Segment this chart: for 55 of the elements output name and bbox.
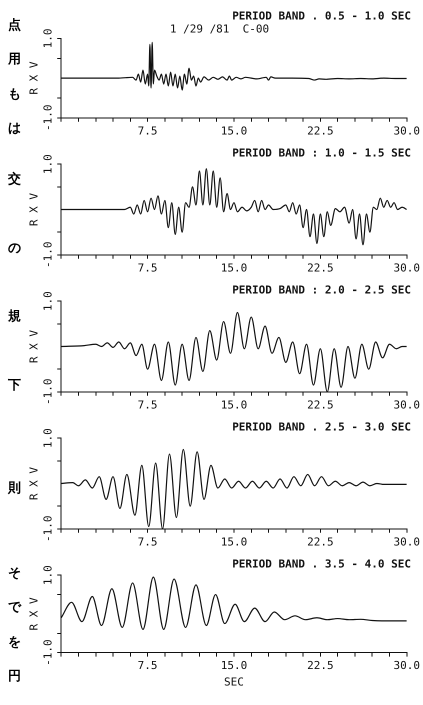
text: 下 [8,376,22,394]
y-tick-label: -1.0 [42,639,55,666]
x-axis-title: SEC [224,675,244,688]
y-tick-label: 1.0 [42,428,55,448]
y-tick-label: -1.0 [42,516,55,542]
x-tick-label: 15.0 [220,398,248,412]
text: 円 [8,668,22,685]
x-tick-label: 7.5 [138,398,158,412]
x-tick-label: 15.0 [220,124,248,138]
chart-title: PERIOD BAND : 2.0 - 2.5 SEC [232,283,411,296]
text: 規 [8,308,22,326]
chart-title: PERIOD BAND . 3.5 - 4.0 SEC [232,557,411,570]
x-tick-label: 15.0 [220,659,248,672]
x-tick-label: 22.5 [307,659,334,672]
x-tick-label: 22.5 [307,535,334,548]
text: を [8,634,22,651]
y-tick-label: 1.0 [42,565,55,586]
x-tick-label: 30.0 [394,261,420,274]
y-axis-title: R X V [27,330,40,364]
chart-subtitle: 1 /29 /81 C-00 [170,22,270,36]
text: の [8,240,22,257]
text: そ [8,565,22,582]
text: 交 [8,170,22,188]
x-tick-label: 7.5 [138,261,158,274]
x-tick-label: 30.0 [394,659,420,672]
y-axis-title: R X V [27,596,40,630]
x-tick-label: 22.5 [307,261,334,274]
y-axis-title: R X V [27,466,40,500]
y-tick-label: -1.0 [42,378,55,406]
chart-title: PERIOD BAND . 0.5 - 1.0 SEC [232,9,411,22]
y-tick-label: 1.0 [42,291,55,312]
text: 用 [8,51,22,68]
text: 則 [8,480,22,496]
x-tick-label: 15.0 [220,535,248,548]
y-axis-title: R X V [27,61,40,95]
text: も [8,86,22,103]
x-tick-label: 7.5 [138,124,158,138]
y-tick-label: -1.0 [42,242,55,268]
x-tick-label: 22.5 [307,398,334,412]
y-tick-label: 1.0 [42,154,55,174]
y-tick-label: -1.0 [42,104,55,132]
x-tick-label: 30.0 [394,398,420,412]
x-tick-label: 7.5 [138,535,158,548]
x-tick-label: 15.0 [220,261,248,274]
text: は [8,120,22,137]
chart-title: PERIOD BAND . 2.5 - 3.0 SEC [232,420,411,434]
x-tick-label: 30.0 [394,124,420,138]
text: 点 [8,17,22,34]
x-tick-label: 7.5 [138,659,158,672]
chart-title: PERIOD BAND : 1.0 - 1.5 SEC [232,146,411,160]
text: で [8,599,22,616]
y-tick-label: 1.0 [42,28,55,48]
x-tick-label: 30.0 [394,535,420,548]
y-axis-title: R X V [27,192,40,226]
x-tick-label: 22.5 [307,124,334,138]
